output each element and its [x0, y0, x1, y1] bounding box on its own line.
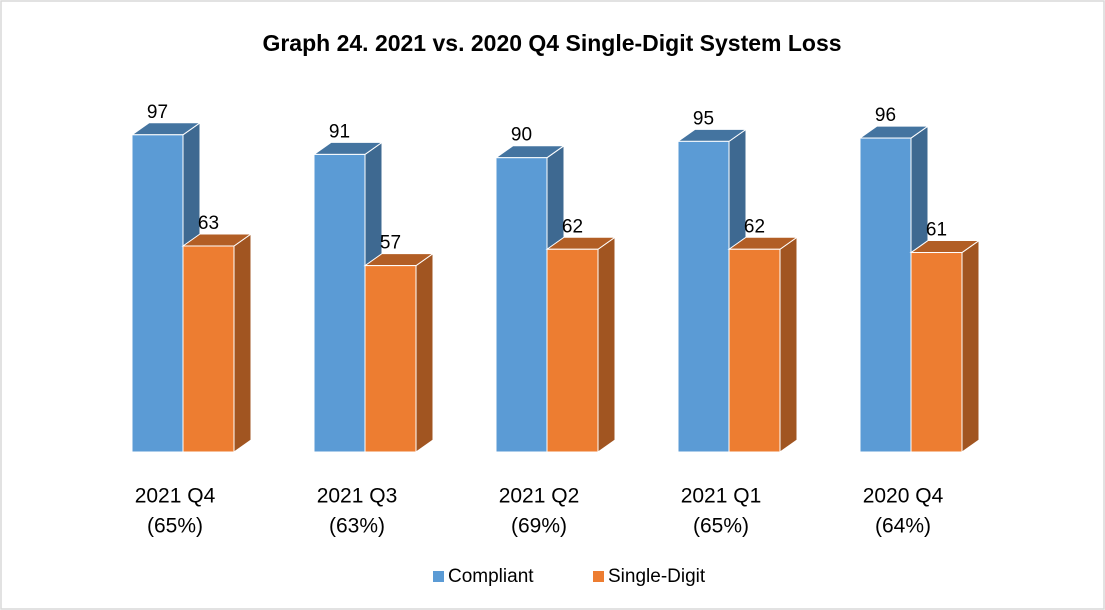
bar-side	[415, 252, 434, 453]
bar	[676, 128, 748, 453]
bar-side	[779, 236, 798, 453]
legend-label: Compliant	[448, 566, 534, 587]
legend-swatch	[433, 571, 444, 582]
bar-front	[910, 252, 963, 453]
x-tick-label: (69%)	[511, 515, 567, 538]
bar-side	[597, 236, 616, 453]
bar-front	[859, 137, 912, 453]
bar-front	[364, 265, 417, 453]
x-tick-label: 2021 Q4	[135, 485, 216, 508]
data-label: 96	[875, 105, 896, 126]
bar	[909, 239, 981, 453]
x-tick-label: (65%)	[147, 515, 203, 538]
x-tick-label: 2021 Q3	[317, 485, 398, 508]
bar-side	[233, 233, 252, 453]
bar	[727, 236, 799, 453]
legend-label: Single-Digit	[608, 566, 706, 587]
data-label: 63	[198, 213, 219, 234]
bar	[363, 252, 435, 453]
bar-front	[495, 157, 548, 453]
bar-front	[546, 248, 599, 453]
x-tick-label: 2020 Q4	[863, 485, 944, 508]
data-label: 62	[562, 216, 583, 237]
bar	[181, 233, 253, 453]
data-label: 90	[511, 125, 532, 146]
x-tick-label: 2021 Q1	[681, 485, 762, 508]
legend-swatch	[593, 571, 604, 582]
bar-front	[677, 140, 730, 453]
x-tick-label: 2021 Q2	[499, 485, 580, 508]
data-label: 97	[147, 102, 168, 123]
bar-front	[182, 245, 235, 453]
bar	[545, 236, 617, 453]
x-tick-label: (64%)	[875, 515, 931, 538]
bar-side	[961, 239, 980, 453]
x-tick-label: (65%)	[693, 515, 749, 538]
data-label: 91	[329, 121, 350, 142]
bar-front	[728, 248, 781, 453]
x-tick-label: (63%)	[329, 515, 385, 538]
bar-front	[313, 153, 366, 453]
data-label: 95	[693, 108, 714, 129]
data-label: 57	[380, 233, 401, 254]
bar-front	[131, 134, 184, 453]
chart-title: Graph 24. 2021 vs. 2020 Q4 Single-Digit …	[262, 30, 841, 56]
data-label: 61	[926, 220, 947, 241]
data-label: 62	[744, 216, 765, 237]
